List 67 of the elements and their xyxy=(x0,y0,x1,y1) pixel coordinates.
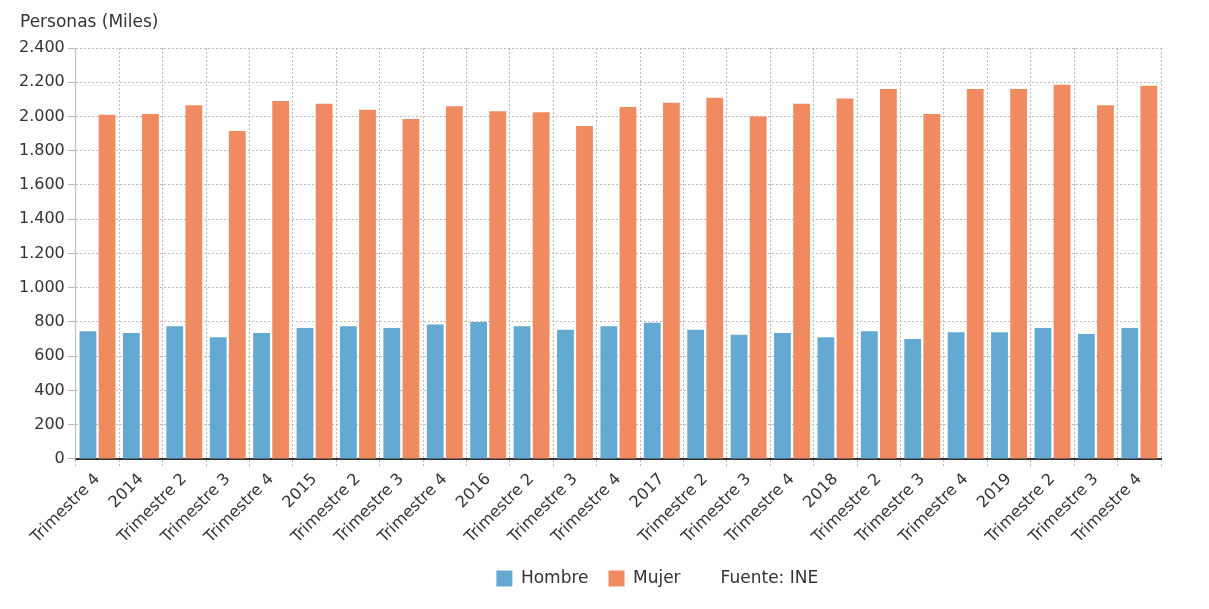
y-axis-title: Personas (Miles) xyxy=(20,10,159,31)
bar xyxy=(576,125,593,459)
bar xyxy=(402,119,420,459)
bar xyxy=(860,331,878,459)
bar xyxy=(706,97,724,459)
y-tick-label: 800 xyxy=(34,311,65,331)
bar xyxy=(817,337,835,459)
y-tick-label: 200 xyxy=(34,413,65,433)
bar xyxy=(513,326,531,459)
bar xyxy=(228,131,246,459)
bar xyxy=(880,89,897,459)
bar xyxy=(359,109,376,459)
bar xyxy=(1053,84,1071,459)
bar xyxy=(774,333,791,459)
bar xyxy=(340,326,357,459)
bar xyxy=(1077,333,1095,459)
source-note: Fuente: INE xyxy=(720,566,819,587)
y-tick-label: 2.400 xyxy=(18,37,65,57)
bar xyxy=(904,339,922,459)
bar xyxy=(296,327,314,459)
bar xyxy=(315,103,333,459)
bar xyxy=(1140,85,1158,459)
y-tick-label: 2.200 xyxy=(18,71,65,91)
bar xyxy=(793,103,810,459)
bar xyxy=(1010,89,1028,459)
bar xyxy=(98,114,116,459)
legend-label: Hombre xyxy=(520,566,589,587)
bar xyxy=(923,113,941,459)
bar xyxy=(947,332,965,459)
bar xyxy=(272,101,290,459)
bar xyxy=(991,332,1008,459)
y-tick-label: 2.000 xyxy=(18,105,65,125)
bar xyxy=(142,113,159,459)
bar xyxy=(209,337,227,459)
bar xyxy=(730,334,748,459)
y-tick-label: 400 xyxy=(34,379,65,399)
y-tick-label: 0 xyxy=(54,448,65,468)
bar xyxy=(489,111,507,459)
bar xyxy=(687,329,705,459)
bar xyxy=(185,105,203,459)
legend-label: Mujer xyxy=(633,566,681,587)
bar xyxy=(166,326,184,459)
bar xyxy=(122,333,140,459)
y-tick-label: 1.800 xyxy=(18,139,65,159)
y-tick-label: 1.600 xyxy=(18,174,65,194)
bar xyxy=(445,106,463,459)
bar xyxy=(1097,105,1114,459)
bar xyxy=(600,326,618,459)
y-tick-label: 600 xyxy=(34,345,65,365)
bar xyxy=(1034,327,1052,459)
bar xyxy=(619,107,637,459)
bar xyxy=(557,329,574,459)
y-tick-label: 1.000 xyxy=(18,276,65,296)
bar xyxy=(662,102,680,459)
bar xyxy=(383,327,401,459)
bar xyxy=(79,331,97,459)
bar xyxy=(643,322,661,459)
bar xyxy=(532,112,550,459)
bar xyxy=(1121,327,1139,459)
bar xyxy=(966,89,984,459)
bar xyxy=(749,116,767,459)
bar xyxy=(470,321,488,459)
bar xyxy=(426,324,444,459)
y-tick-label: 1.400 xyxy=(18,208,65,228)
y-tick-label: 1.200 xyxy=(18,242,65,262)
bar xyxy=(836,98,854,459)
bar xyxy=(253,333,270,459)
